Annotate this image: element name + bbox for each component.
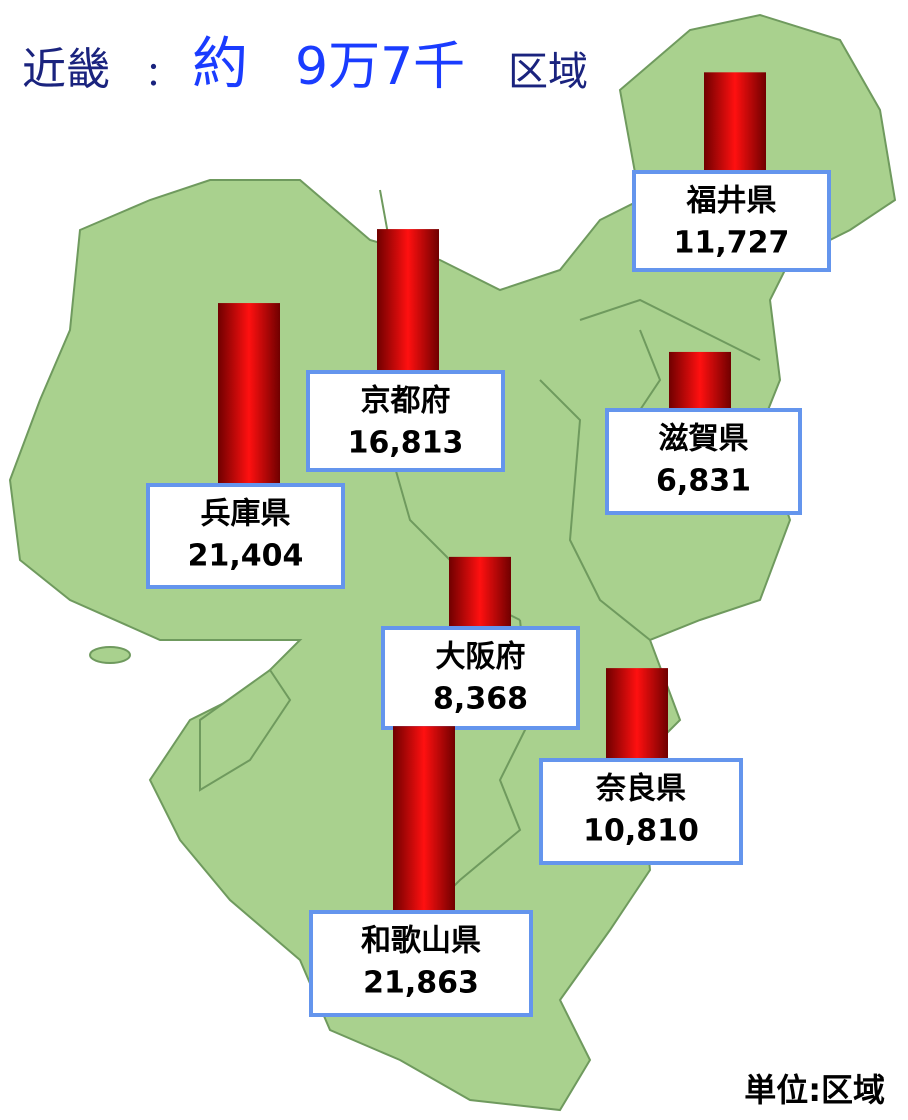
bar	[704, 72, 766, 182]
bar	[393, 726, 455, 922]
title-prefix: 約	[192, 32, 248, 97]
prefecture-name: 奈良県	[595, 772, 686, 807]
label-box	[632, 170, 831, 272]
small-island	[89, 646, 131, 664]
bar	[377, 229, 439, 382]
value-label: 8,368	[433, 682, 528, 717]
title-unit: 区域	[508, 49, 588, 95]
title-separator: ：	[145, 55, 179, 95]
prefecture-name: 兵庫県	[201, 497, 291, 532]
label-box	[306, 370, 505, 472]
bar	[449, 556, 511, 638]
title-amount: 9万7千	[295, 37, 465, 97]
prefecture-name: 和歌山県	[361, 924, 481, 959]
value-label: 21,404	[188, 539, 304, 574]
value-label: 6,831	[656, 464, 751, 499]
border	[579, 298, 761, 361]
awaji-island	[199, 668, 292, 792]
value-label: 16,813	[348, 426, 464, 461]
prefecture-name: 京都府	[361, 384, 451, 419]
value-label: 11,727	[674, 226, 790, 261]
bar	[218, 303, 280, 495]
value-label: 21,863	[363, 966, 479, 1001]
value-label: 10,810	[583, 814, 699, 849]
title-region: 近畿	[22, 44, 110, 95]
bar	[606, 668, 668, 770]
prefecture-name: 大阪府	[436, 640, 526, 675]
label-box	[381, 626, 580, 730]
unit-note: 単位:区域	[744, 1071, 885, 1109]
label-box	[605, 408, 802, 515]
prefecture-name: 福井県	[686, 184, 777, 219]
label-box	[309, 910, 533, 1017]
prefecture-name: 滋賀県	[659, 422, 749, 457]
label-box	[146, 483, 345, 589]
label-box	[539, 758, 743, 865]
border	[539, 379, 651, 641]
